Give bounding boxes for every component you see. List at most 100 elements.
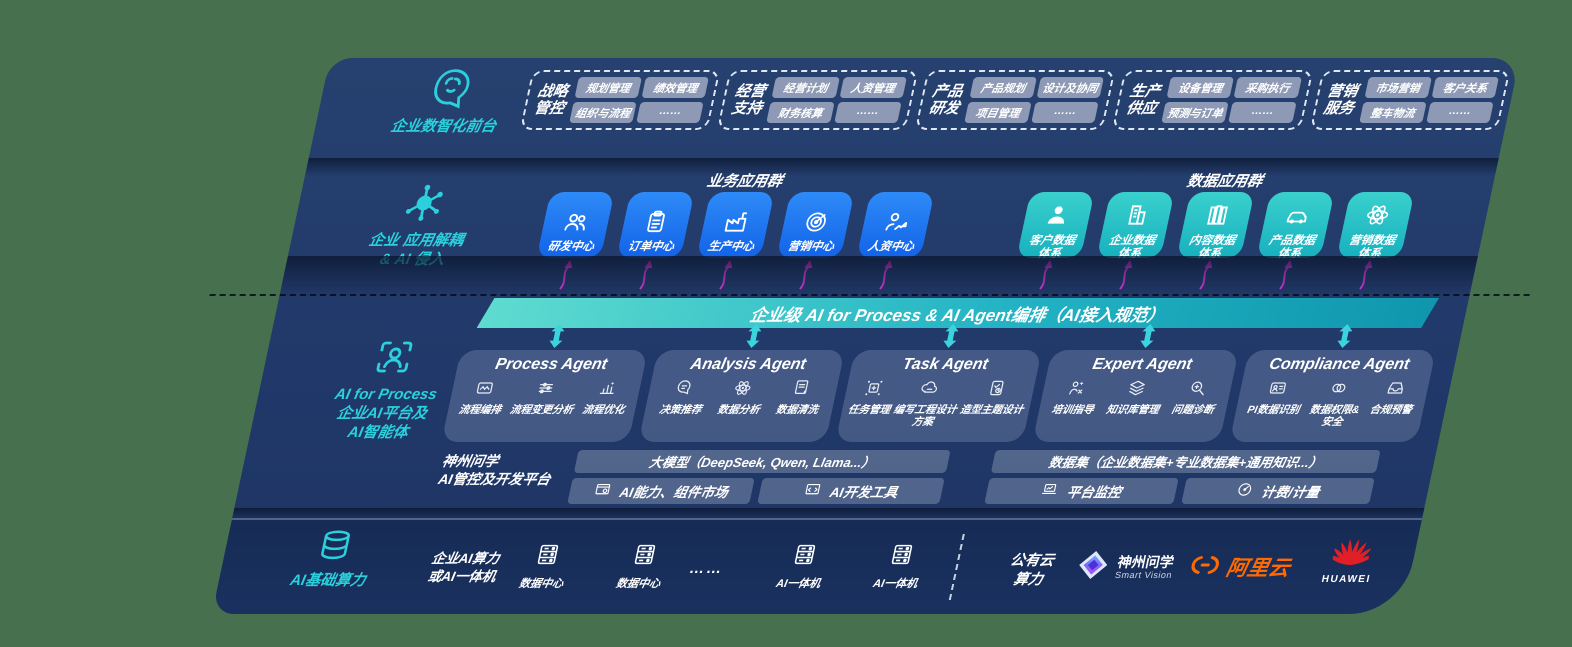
agent-item: 知识库管理 — [1105, 378, 1166, 417]
double-arrow-icon — [1140, 324, 1156, 348]
chip: 客户关系 — [1431, 77, 1499, 98]
magenta-arrow — [1279, 260, 1293, 290]
data-clean-icon — [788, 378, 813, 403]
magenta-arrow — [799, 260, 813, 290]
agent-item: PI数据识别 — [1246, 378, 1306, 417]
training-icon — [1064, 378, 1089, 403]
tile-rnd-center: 研发中心 — [530, 192, 615, 290]
group-title: 战略 管控 — [532, 82, 570, 117]
tile-enterprise-data: 企业数据 体系 — [1090, 192, 1175, 290]
chip: 项目管理 — [964, 102, 1032, 123]
tile-product-data: 产品数据 体系 — [1250, 192, 1335, 290]
tile-marketing-data: 营销数据 体系 — [1330, 192, 1415, 290]
agent-item: 编写工程设计方案 — [886, 378, 967, 429]
front-group-operation: 经营 支持 经营计划 人资管理 财务核算 …… — [717, 70, 919, 130]
agent-item: 流程优化 — [581, 378, 631, 417]
tile-label: 营销数据 体系 — [1347, 235, 1397, 260]
clipboard-icon — [640, 196, 675, 239]
chip: …… — [1031, 102, 1099, 123]
group-title: 营销 服务 — [1322, 82, 1360, 117]
database-icon — [312, 528, 357, 569]
tile-label: 内容数据 体系 — [1187, 235, 1237, 260]
ai-devtools-cell: AI开发工具 — [757, 478, 945, 504]
tile-label: 订单中心 — [626, 241, 676, 254]
diagram-slab: 企业数智化前台 战略 管控 规划管理 绩效管理 组织与流程 …… 经营 支持 经… — [209, 58, 1530, 614]
card-title: Expert Agent — [1091, 356, 1194, 373]
compute-band: AI基础算力 企业AI算力 或AI一体机 数据中心 数据中心 …… AI一体机 … — [211, 518, 1423, 614]
books-icon — [1201, 189, 1236, 232]
agent-item: 造型主题设计 — [959, 378, 1030, 417]
data-tiles-row: 客户数据 体系 企业数据 体系 — [1010, 192, 1415, 290]
alibaba-bracket-icon — [1187, 553, 1223, 582]
tile-label: 营销中心 — [786, 241, 836, 254]
chip: 绩效管理 — [641, 77, 710, 98]
card-title: Task Agent — [901, 356, 990, 373]
chip: …… — [1426, 102, 1494, 123]
building-icon — [1121, 189, 1156, 232]
magenta-arrow — [559, 260, 573, 290]
chip: …… — [833, 102, 902, 123]
datacenter-node: 数据中心 — [500, 542, 590, 591]
tile-label: 人资中心 — [866, 241, 916, 254]
server-icon — [885, 544, 914, 571]
dataset-bar: 数据集（企业数据集+专业数据集+通用知识...） — [990, 450, 1381, 473]
double-arrow-icon — [943, 324, 959, 348]
magenta-arrow — [1199, 260, 1213, 290]
datacenter-node: 数据中心 — [597, 542, 687, 591]
cloud-doc-icon — [917, 378, 942, 403]
double-arrow-icon — [746, 324, 762, 348]
process-agent-card: Process Agent 流程编排 流程变更分析 流程优化 — [441, 350, 648, 442]
huawei-logo: HUAWEI — [1310, 536, 1390, 585]
expert-agent-card: Expert Agent 培训指导 知识库管理 问题诊断 — [1032, 350, 1239, 442]
server-icon — [628, 544, 657, 571]
tile-label: 产品数据 体系 — [1267, 235, 1317, 260]
compute-label: AI基础算力 — [288, 572, 368, 589]
factory-icon — [720, 196, 755, 239]
vertical-dashed-divider — [948, 534, 965, 600]
agent-item: 数据清洗 — [775, 378, 825, 417]
chip: 规划管理 — [574, 77, 643, 98]
chip: 设备管理 — [1166, 77, 1235, 98]
chip: …… — [1228, 102, 1297, 123]
person-scan-icon — [367, 336, 419, 383]
front-group-production: 生产 供应 设备管理 采购执行 预测与订单 …… — [1111, 70, 1314, 130]
chip: 整车物流 — [1358, 102, 1427, 123]
monitor-cell: 平台监控 — [984, 478, 1179, 504]
ai-appliance-node: AI一体机 — [854, 542, 944, 591]
business-group-title: 业务应用群 — [705, 173, 785, 190]
tile-content-data: 内容数据 体系 — [1170, 192, 1255, 290]
card-title: Analysis Agent — [689, 356, 808, 373]
gauge-icon — [1234, 481, 1255, 501]
apps-layer-label-block: 企业 应用解耦 & AI 侵入 — [325, 182, 514, 270]
group-title: 产品 研发 — [927, 82, 965, 117]
chip: 组织与流程 — [569, 102, 637, 123]
magenta-arrow — [1039, 260, 1053, 290]
diagnosis-icon — [1184, 378, 1209, 403]
knowledge-layers-icon — [1124, 378, 1149, 403]
agent-layer-label-block: AI for Process 企业AI平台及 AI智能体 — [288, 336, 486, 442]
front-group-strategy: 战略 管控 规划管理 绩效管理 组织与流程 …… — [519, 70, 721, 130]
tile-customer-data: 客户数据 体系 — [1010, 192, 1095, 290]
smart-vision-name: 神州问学 — [1116, 553, 1176, 570]
huawei-flower-icon — [1327, 539, 1376, 572]
chip: 市场营销 — [1364, 77, 1432, 98]
molecule-icon — [398, 182, 450, 229]
chip: 人资管理 — [839, 77, 907, 98]
tile-label: 客户数据 体系 — [1027, 235, 1077, 260]
billing-cell: 计费/计量 — [1180, 478, 1375, 504]
ai-market-cell: AI能力、组件市场 — [567, 478, 755, 504]
permission-link-icon — [1326, 378, 1351, 403]
group-title: 经营 支持 — [729, 82, 768, 117]
tile-hr-center: 人资中心 — [850, 192, 935, 290]
double-arrow-icon — [549, 324, 565, 348]
tile-marketing-center: 营销中心 — [770, 192, 855, 290]
apps-layer-label: 企业 应用解耦 & AI 侵入 — [367, 232, 466, 268]
ellipsis-text: …… — [687, 560, 726, 577]
chip: 经营计划 — [771, 77, 840, 98]
chip: 设计及协同 — [1036, 77, 1105, 98]
tile-production-center: 生产中心 — [690, 192, 775, 290]
agent-item: 数据分析 — [716, 378, 766, 417]
magenta-arrow — [879, 260, 893, 290]
agent-cards-row: Process Agent 流程编排 流程变更分析 流程优化 — [441, 350, 1436, 442]
component-market-icon — [592, 481, 613, 501]
